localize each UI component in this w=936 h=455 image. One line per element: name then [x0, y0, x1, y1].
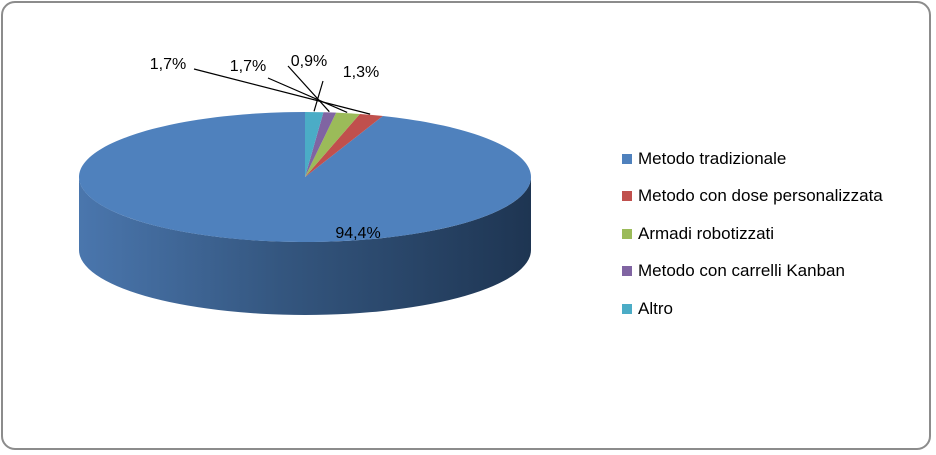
data-label: 94,4%	[335, 225, 380, 242]
data-label: 1,3%	[343, 64, 379, 81]
pie-side-wall	[79, 177, 531, 315]
legend-item: Altro	[622, 290, 922, 328]
leader-line	[193, 68, 371, 115]
pie-slice	[305, 112, 324, 177]
legend-swatch	[622, 191, 632, 202]
leader-line	[287, 65, 330, 113]
data-label: 1,7%	[150, 56, 186, 73]
legend-item: Armadi robotizzati	[622, 215, 922, 253]
chart-legend: Metodo tradizionale Metodo con dose pers…	[622, 140, 922, 328]
legend-item: Metodo con dose personalizzata	[622, 178, 922, 216]
legend-label: Metodo con carrelli Kanban	[638, 261, 845, 281]
legend-label: Metodo tradizionale	[638, 148, 787, 168]
leader-line	[313, 80, 324, 112]
legend-label: Armadi robotizzati	[638, 223, 775, 243]
legend-label: Altro	[638, 298, 673, 318]
data-label: 1,7%	[230, 58, 266, 75]
pie-slice	[305, 112, 337, 177]
legend-item: Metodo con carrelli Kanban	[622, 253, 922, 291]
data-label: 0,9%	[291, 53, 327, 70]
legend-item: Metodo tradizionale	[622, 140, 922, 178]
legend-label: Metodo con dose personalizzata	[638, 186, 883, 206]
legend-swatch	[622, 303, 632, 314]
pie-slice	[78, 112, 531, 242]
legend-swatch	[622, 228, 632, 239]
legend-swatch	[622, 266, 632, 277]
pie-slice	[305, 112, 360, 177]
pie-slice	[305, 113, 383, 177]
leader-line	[267, 77, 348, 114]
legend-swatch	[622, 153, 632, 164]
